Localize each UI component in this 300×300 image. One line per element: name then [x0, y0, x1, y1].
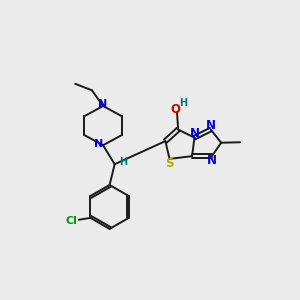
- Text: N: N: [189, 127, 200, 140]
- Text: H: H: [179, 98, 187, 109]
- Text: H: H: [119, 158, 127, 167]
- Text: N: N: [207, 154, 217, 167]
- Text: O: O: [171, 103, 181, 116]
- Text: N: N: [94, 139, 103, 149]
- Text: S: S: [165, 158, 174, 170]
- Text: Cl: Cl: [66, 216, 78, 226]
- Text: N: N: [206, 119, 216, 132]
- Text: N: N: [98, 99, 107, 109]
